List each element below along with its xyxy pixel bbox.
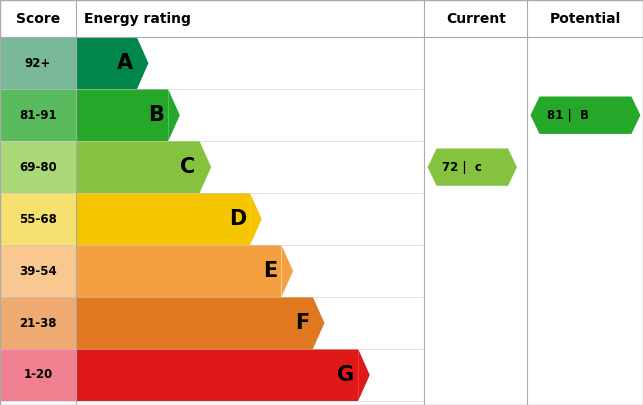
Text: 81-91: 81-91: [19, 109, 57, 122]
Text: Current: Current: [446, 12, 506, 26]
Text: 69-80: 69-80: [19, 161, 57, 174]
Text: C: C: [181, 157, 195, 177]
Text: 92+: 92+: [25, 57, 51, 70]
Bar: [0, 193, 76, 245]
Text: 39-54: 39-54: [19, 264, 57, 277]
Polygon shape: [530, 96, 640, 134]
Bar: [0, 297, 76, 349]
Bar: [76, 141, 199, 193]
Polygon shape: [199, 141, 211, 193]
Bar: [76, 89, 168, 141]
Bar: [0, 89, 76, 141]
Bar: [76, 349, 358, 401]
Bar: [76, 245, 282, 297]
Polygon shape: [282, 245, 293, 297]
Text: D: D: [229, 209, 246, 229]
Polygon shape: [137, 37, 149, 89]
Text: F: F: [294, 313, 309, 333]
Text: A: A: [117, 53, 133, 73]
Bar: [76, 297, 313, 349]
Bar: [0, 141, 76, 193]
Text: 55-68: 55-68: [19, 213, 57, 226]
Polygon shape: [250, 193, 262, 245]
Text: 21-38: 21-38: [19, 317, 57, 330]
Polygon shape: [313, 297, 325, 349]
Text: 72 |  c: 72 | c: [442, 161, 482, 174]
Text: E: E: [264, 261, 278, 281]
Polygon shape: [358, 349, 370, 401]
Text: B: B: [149, 105, 165, 125]
Bar: [76, 37, 137, 89]
Text: Energy rating: Energy rating: [84, 12, 190, 26]
Bar: [0, 37, 76, 89]
Text: G: G: [337, 365, 354, 385]
Bar: [0, 349, 76, 401]
Bar: [0, 245, 76, 297]
Text: 1-20: 1-20: [23, 369, 53, 382]
Polygon shape: [428, 149, 517, 186]
Bar: [76, 193, 250, 245]
Text: 81 |  B: 81 | B: [547, 109, 589, 122]
Polygon shape: [168, 89, 180, 141]
Text: Score: Score: [16, 12, 60, 26]
Text: Potential: Potential: [550, 12, 620, 26]
